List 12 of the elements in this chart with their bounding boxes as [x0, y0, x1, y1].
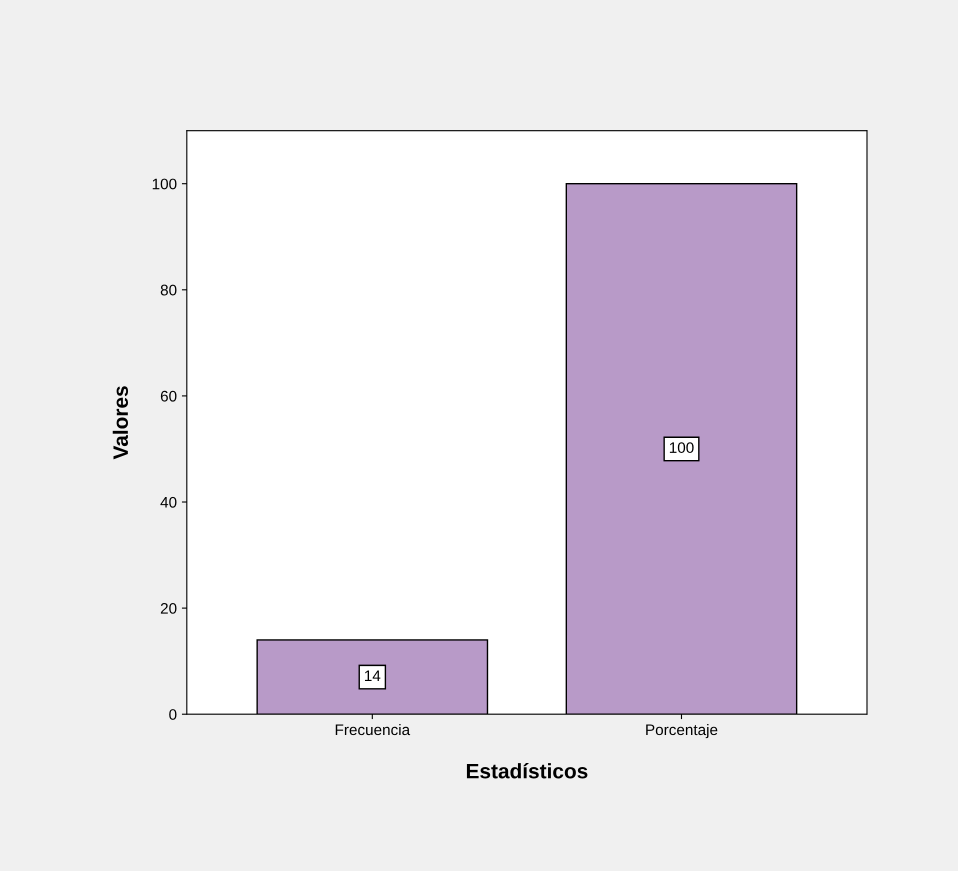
y-tick-label: 20 — [160, 602, 176, 614]
y-tick-label: 100 — [152, 178, 176, 190]
data-label: 14 — [364, 670, 380, 682]
y-tick-label: 80 — [160, 284, 176, 296]
y-tick-label: 60 — [160, 390, 176, 402]
y-tick-label: 0 — [169, 709, 176, 720]
x-axis-title: Estadísticos — [466, 763, 588, 778]
data-label: 100 — [670, 442, 694, 454]
y-tick-label: 40 — [160, 496, 176, 508]
y-axis-title: Valores — [112, 386, 128, 460]
x-tick-label: Porcentaje — [646, 724, 718, 738]
x-tick-label: Frecuencia — [336, 724, 410, 736]
